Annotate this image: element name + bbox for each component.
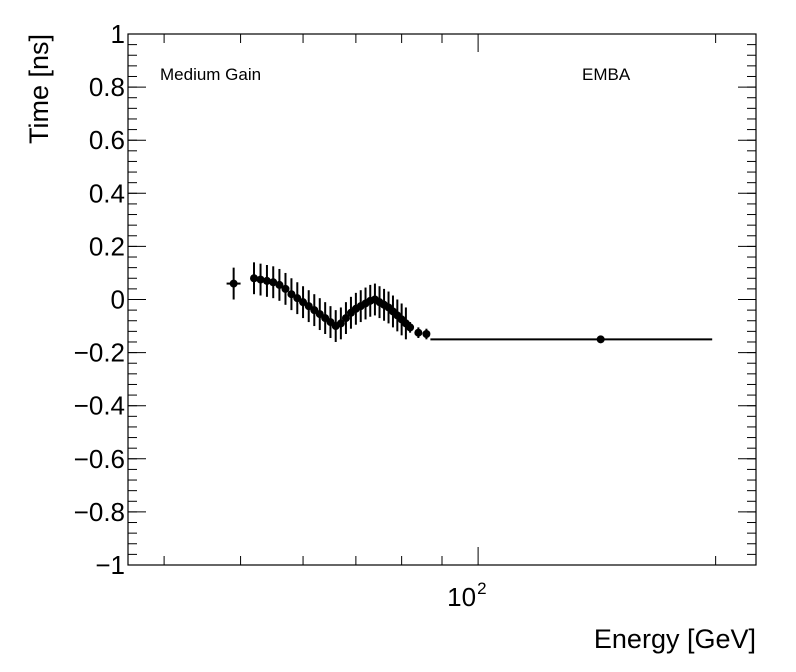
data-point (406, 322, 415, 333)
data-marker (414, 328, 423, 337)
data-point (315, 298, 324, 331)
y-tick-label: 0.8 (89, 72, 125, 102)
y-axis-title: Time [ns] (24, 34, 54, 144)
annotation-region: EMBA (582, 65, 631, 84)
data-point (269, 266, 278, 299)
data-series (226, 262, 713, 344)
data-marker (336, 319, 345, 328)
data-point (422, 328, 431, 340)
y-tick-label: 0.2 (89, 231, 125, 261)
x-axis-ticks: 10 2 (447, 34, 487, 612)
data-point (293, 282, 302, 315)
data-point (430, 335, 713, 344)
data-marker (293, 294, 302, 303)
data-point (281, 272, 290, 305)
x-axis-title: Energy [GeV] (594, 624, 756, 654)
x-tick-exponent: 2 (477, 579, 486, 598)
y-tick-label: −1 (95, 550, 125, 580)
y-tick-label: 0 (111, 285, 125, 315)
data-marker (596, 335, 605, 344)
data-marker (275, 280, 284, 289)
data-marker (229, 279, 238, 288)
data-marker (287, 290, 296, 299)
y-tick-label: 1 (111, 19, 125, 49)
y-tick-label: −0.2 (74, 338, 125, 368)
data-marker (341, 314, 350, 323)
y-tick-label: −0.8 (74, 497, 125, 527)
data-point (275, 268, 284, 301)
data-marker (406, 323, 415, 332)
data-marker (304, 302, 313, 311)
data-point (414, 327, 423, 338)
data-point (256, 263, 265, 296)
data-marker (250, 274, 259, 283)
y-tick-label: 0.6 (89, 125, 125, 155)
x-tick-label: 10 (447, 582, 476, 612)
data-marker (256, 275, 265, 284)
data-marker (269, 278, 278, 287)
y-tick-label: −0.4 (74, 391, 125, 421)
data-marker (262, 276, 271, 285)
data-marker (281, 284, 290, 293)
data-marker (310, 306, 319, 315)
annotation-gain: Medium Gain (160, 65, 261, 84)
data-point (287, 278, 296, 311)
y-tick-label: −0.6 (74, 444, 125, 474)
data-point (341, 302, 350, 335)
data-point (250, 262, 259, 295)
data-marker (422, 330, 431, 339)
y-axis-ticks: 1 0.8 0.6 0.4 0.2 0 −0.2 −0.4 −0.6 −0.8 −1 (74, 19, 756, 580)
data-point (226, 267, 241, 300)
y-tick-label: 0.4 (89, 178, 125, 208)
data-point (336, 307, 345, 340)
data-marker (299, 298, 308, 307)
data-point (262, 264, 271, 297)
data-point (304, 290, 313, 323)
data-point (310, 294, 319, 327)
data-point (299, 286, 308, 319)
